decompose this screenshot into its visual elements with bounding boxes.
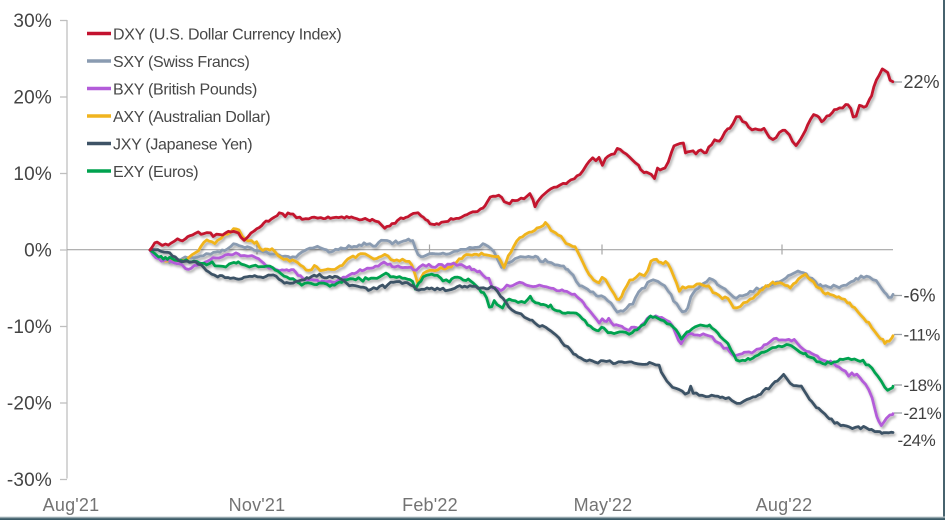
svg-text:-20%: -20% — [7, 394, 52, 415]
svg-text:-6%: -6% — [904, 286, 936, 306]
svg-text:AXY (Australian Dollar): AXY (Australian Dollar) — [113, 109, 270, 126]
svg-text:-11%: -11% — [904, 326, 941, 345]
svg-text:EXY (Euros): EXY (Euros) — [113, 164, 198, 181]
svg-text:-24%: -24% — [898, 431, 936, 450]
svg-text:-18%: -18% — [904, 376, 942, 395]
svg-text:DXY (U.S. Dollar Currency Inde: DXY (U.S. Dollar Currency Index) — [113, 27, 341, 44]
svg-text:20%: 20% — [13, 88, 52, 109]
svg-text:0%: 0% — [24, 241, 52, 262]
svg-text:JXY (Japanese Yen): JXY (Japanese Yen) — [113, 137, 252, 154]
svg-text:-30%: -30% — [7, 470, 52, 491]
svg-text:Aug'22: Aug'22 — [756, 495, 813, 515]
svg-text:10%: 10% — [13, 164, 52, 185]
svg-text:May'22: May'22 — [574, 495, 633, 515]
svg-text:Nov'21: Nov'21 — [229, 495, 286, 515]
svg-text:-21%: -21% — [904, 404, 942, 423]
svg-text:-10%: -10% — [7, 317, 52, 338]
svg-text:SXY (Swiss Francs): SXY (Swiss Francs) — [113, 54, 250, 71]
svg-text:Feb'22: Feb'22 — [402, 495, 458, 515]
svg-text:BXY (British Pounds): BXY (British Pounds) — [113, 82, 257, 99]
svg-text:22%: 22% — [904, 72, 940, 92]
svg-text:Aug'21: Aug'21 — [43, 495, 100, 515]
svg-text:30%: 30% — [13, 11, 52, 32]
